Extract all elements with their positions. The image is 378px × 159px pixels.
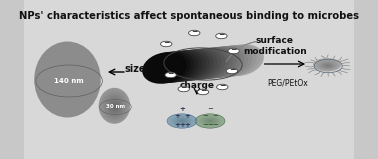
Text: +: + [184,122,190,128]
Circle shape [228,48,239,54]
Ellipse shape [196,47,241,78]
Ellipse shape [161,50,206,82]
Text: −: − [212,113,218,119]
Text: −: − [218,31,225,39]
Circle shape [216,33,227,39]
Circle shape [209,120,211,122]
Circle shape [322,63,334,68]
FancyBboxPatch shape [25,2,353,29]
Text: +: + [184,113,190,119]
Circle shape [189,30,200,36]
Text: −: − [207,122,213,128]
Circle shape [197,89,209,95]
Ellipse shape [173,49,218,81]
Text: −: − [167,69,174,79]
Ellipse shape [51,60,86,100]
Circle shape [176,118,188,124]
Circle shape [201,117,219,125]
Ellipse shape [150,51,194,83]
Ellipse shape [34,41,101,118]
Ellipse shape [39,47,96,113]
FancyBboxPatch shape [25,2,353,158]
Circle shape [203,118,217,124]
Text: +: + [179,122,185,128]
Ellipse shape [177,49,222,80]
Ellipse shape [107,97,123,115]
Circle shape [177,119,187,123]
Ellipse shape [46,55,90,105]
Circle shape [324,64,332,67]
Text: −: − [202,122,208,128]
Circle shape [195,114,225,128]
Circle shape [326,65,330,67]
Circle shape [327,65,329,66]
Circle shape [217,84,228,90]
Circle shape [204,118,216,124]
Ellipse shape [100,90,129,122]
Text: −: − [212,122,218,128]
Circle shape [168,114,196,128]
Ellipse shape [105,96,124,117]
Circle shape [178,119,186,123]
Ellipse shape [57,68,80,93]
Ellipse shape [64,76,73,86]
Ellipse shape [181,48,225,80]
Text: 140 nm: 140 nm [54,78,84,84]
Ellipse shape [154,51,198,83]
Circle shape [180,120,184,122]
Ellipse shape [142,52,187,84]
Ellipse shape [200,46,245,78]
Ellipse shape [112,103,118,110]
Ellipse shape [165,50,210,81]
Ellipse shape [212,45,256,77]
Circle shape [208,120,212,122]
Text: −: − [207,106,213,112]
Ellipse shape [43,52,92,108]
Text: 30 nm: 30 nm [106,104,125,110]
Circle shape [226,68,238,74]
Ellipse shape [184,48,229,79]
Text: PEG/PEtOx: PEG/PEtOx [268,79,308,87]
Text: −: − [191,28,197,37]
Ellipse shape [102,92,127,120]
Text: −: − [229,66,235,75]
Text: charge: charge [180,82,214,90]
Circle shape [170,115,194,127]
Circle shape [319,61,336,69]
Circle shape [196,114,224,128]
Circle shape [323,63,333,68]
Ellipse shape [110,101,120,112]
Circle shape [172,116,192,126]
Text: −: − [219,82,225,90]
Ellipse shape [219,44,264,76]
Ellipse shape [192,47,237,79]
Circle shape [200,116,220,126]
Ellipse shape [114,105,117,109]
Ellipse shape [60,70,77,91]
Text: −: − [231,45,237,55]
Ellipse shape [146,52,191,83]
Circle shape [199,116,221,126]
Ellipse shape [99,88,130,124]
Text: NPs' characteristics affect spontaneous binding to microbes: NPs' characteristics affect spontaneous … [19,11,359,21]
Circle shape [321,62,335,69]
Ellipse shape [215,45,260,76]
Ellipse shape [158,51,202,82]
Circle shape [318,61,337,70]
Ellipse shape [104,93,126,119]
Ellipse shape [109,99,121,114]
Circle shape [205,119,215,123]
Ellipse shape [37,44,99,115]
Circle shape [165,72,176,78]
Text: +: + [179,106,185,112]
Circle shape [178,86,189,92]
Text: +: + [174,113,180,119]
Ellipse shape [208,45,252,77]
Text: −: − [181,83,187,93]
Circle shape [317,60,338,70]
Text: surface
modification: surface modification [243,36,307,56]
Circle shape [206,119,214,123]
Text: −: − [163,38,169,48]
